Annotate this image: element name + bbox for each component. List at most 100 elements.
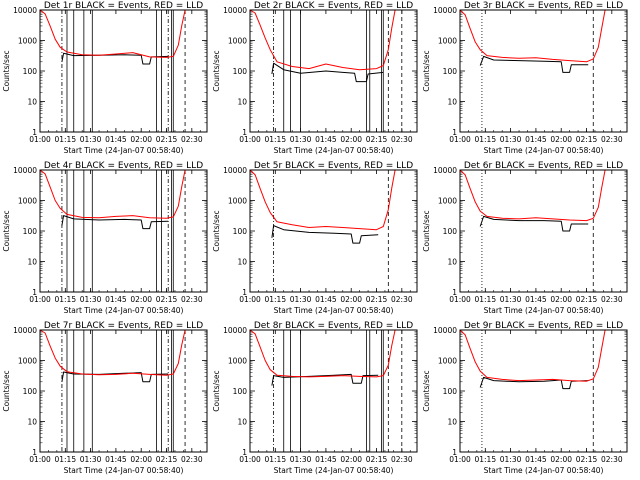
x-tick-label: 02:30 (181, 295, 203, 304)
y-axis-label: Counts/sec (2, 370, 11, 411)
x-tick-label: 01:15 (474, 295, 496, 304)
y-tick-label: 1000 (438, 357, 457, 366)
x-tick-label: 01:00 (29, 135, 51, 144)
plot-frame (39, 169, 208, 293)
x-tick-label: 02:30 (391, 135, 413, 144)
x-tick-label: 01:45 (315, 455, 337, 464)
chart-panel-7: Det 7r BLACK = Events, RED = LLD Start Ti… (2, 321, 208, 475)
y-tick-label: 10 (27, 258, 37, 267)
x-tick-label: 02:30 (601, 135, 623, 144)
x-tick-label: 01:30 (500, 295, 522, 304)
y-tick-label: 10000 (433, 326, 457, 335)
plot-frame (249, 9, 418, 133)
y-tick-label: 10 (447, 98, 457, 107)
y-tick-label: 100 (443, 227, 458, 236)
x-tick-label: 02:00 (340, 135, 362, 144)
series-line-events (61, 52, 169, 65)
series-line-lld (249, 169, 396, 231)
x-tick-label: 02:00 (550, 455, 572, 464)
y-tick-label: 10000 (433, 166, 457, 175)
x-tick-label: 02:30 (601, 295, 623, 304)
series-line-lld (249, 329, 396, 378)
x-tick-label: 02:30 (601, 455, 623, 464)
series-line-lld (249, 9, 396, 71)
x-axis-label: Start Time (24-Jan-07 00:58:40) (484, 466, 604, 475)
x-axis-label: Start Time (24-Jan-07 00:58:40) (274, 146, 394, 155)
y-tick-label: 10 (27, 418, 37, 427)
series-line-lld (459, 329, 606, 382)
y-tick-label: 1 (32, 288, 37, 297)
series-line-events (479, 55, 589, 73)
x-tick-label: 01:45 (525, 135, 547, 144)
y-tick-label: 1000 (228, 197, 247, 206)
x-axis-label: Start Time (24-Jan-07 00:58:40) (64, 146, 184, 155)
y-tick-label: 10 (237, 418, 247, 427)
y-tick-label: 1000 (438, 197, 457, 206)
series-line-events (271, 225, 379, 244)
x-tick-label: 01:45 (105, 135, 127, 144)
y-tick-label: 100 (23, 387, 38, 396)
y-tick-label: 100 (233, 67, 248, 76)
x-axis-label: Start Time (24-Jan-07 00:58:40) (274, 466, 394, 475)
x-axis-label: Start Time (24-Jan-07 00:58:40) (484, 306, 604, 315)
x-tick-label: 01:15 (54, 295, 76, 304)
x-tick-label: 01:30 (290, 455, 312, 464)
x-tick-label: 02:00 (130, 135, 152, 144)
x-axis-label: Start Time (24-Jan-07 00:58:40) (64, 306, 184, 315)
x-axis-label: Start Time (24-Jan-07 00:58:40) (274, 306, 394, 315)
y-axis-label: Counts/sec (422, 50, 431, 91)
x-tick-label: 01:15 (54, 135, 76, 144)
x-tick-label: 01:30 (500, 135, 522, 144)
y-tick-label: 1000 (228, 357, 247, 366)
y-axis-label: Counts/sec (2, 210, 11, 251)
x-tick-label: 01:15 (264, 455, 286, 464)
y-tick-label: 100 (443, 387, 458, 396)
x-tick-label: 02:30 (181, 455, 203, 464)
series-line-lld (459, 169, 606, 222)
series-line-events (61, 215, 169, 230)
y-tick-label: 100 (443, 67, 458, 76)
x-tick-label: 02:15 (156, 135, 178, 144)
series-line-lld (459, 9, 606, 63)
chart-panel-4: Det 4r BLACK = Events, RED = LLD Start Ti… (2, 161, 208, 315)
x-tick-label: 01:00 (239, 455, 261, 464)
x-tick-label: 02:00 (340, 295, 362, 304)
y-tick-label: 1 (452, 288, 457, 297)
chart-title: Det 6r BLACK = Events, RED = LLD (464, 161, 623, 171)
x-tick-label: 01:15 (474, 455, 496, 464)
y-tick-label: 10000 (223, 326, 247, 335)
chart-title: Det 5r BLACK = Events, RED = LLD (254, 161, 413, 171)
x-tick-label: 02:00 (550, 295, 572, 304)
series-line-lld (39, 329, 186, 376)
plot-frame (459, 169, 628, 293)
series-line-events (479, 376, 589, 390)
x-axis-label: Start Time (24-Jan-07 00:58:40) (64, 466, 184, 475)
chart-panel-8: Det 8r BLACK = Events, RED = LLD Start Ti… (212, 321, 418, 475)
x-tick-label: 02:00 (130, 295, 152, 304)
y-axis-label: Counts/sec (2, 50, 11, 91)
y-tick-label: 10 (27, 98, 37, 107)
y-tick-label: 1 (242, 448, 247, 457)
x-tick-label: 02:15 (156, 455, 178, 464)
x-tick-label: 02:15 (366, 455, 388, 464)
y-tick-label: 10 (237, 258, 247, 267)
y-axis-label: Counts/sec (212, 210, 221, 251)
chart-title: Det 8r BLACK = Events, RED = LLD (254, 321, 413, 331)
x-tick-label: 01:00 (449, 295, 471, 304)
y-tick-label: 1 (452, 128, 457, 137)
x-tick-label: 01:30 (290, 295, 312, 304)
y-tick-label: 10 (447, 258, 457, 267)
y-tick-label: 1 (242, 128, 247, 137)
series-line-events (271, 373, 379, 386)
x-axis-label: Start Time (24-Jan-07 00:58:40) (484, 146, 604, 155)
x-tick-label: 02:30 (391, 295, 413, 304)
y-tick-label: 1000 (438, 37, 457, 46)
x-tick-label: 01:45 (525, 295, 547, 304)
x-tick-label: 01:30 (80, 295, 102, 304)
y-tick-label: 100 (233, 227, 248, 236)
y-tick-label: 10000 (433, 6, 457, 15)
y-axis-label: Counts/sec (422, 210, 431, 251)
chart-panel-5: Det 5r BLACK = Events, RED = LLD Start Ti… (212, 161, 418, 315)
x-tick-label: 02:30 (181, 135, 203, 144)
